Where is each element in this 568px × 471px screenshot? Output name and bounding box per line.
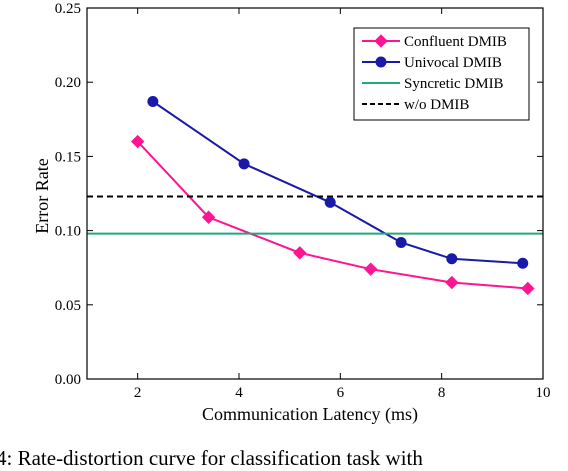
y-tick-label: 0.25 — [55, 1, 81, 17]
confluent-dmib-point — [201, 210, 216, 224]
x-tick-label: 2 — [134, 385, 142, 401]
legend-label-confluent-dmib: Confluent DMIB — [404, 34, 507, 50]
confluent-dmib-point — [130, 134, 145, 149]
y-tick-label: 0.00 — [55, 372, 81, 388]
y-tick-label: 0.15 — [55, 149, 81, 165]
legend-marker-confluent-dmib — [374, 34, 388, 48]
axis-ticks — [87, 7, 544, 380]
y-axis-label: Error Rate — [32, 158, 52, 233]
univocal-dmib-point — [395, 236, 407, 248]
figure-caption: 4: Rate-distortion curve for classificat… — [0, 446, 423, 470]
univocal-dmib-point — [147, 95, 159, 107]
y-tick-label: 0.05 — [55, 298, 81, 314]
confluent-dmib-point — [293, 246, 307, 260]
plot-frame — [86, 7, 544, 380]
univocal-dmib-point — [324, 196, 336, 208]
legend-label-univocal-dmib: Univocal DMIB — [404, 55, 502, 71]
x-tick-label: 6 — [337, 385, 345, 401]
univocal-dmib-line — [152, 100, 523, 265]
univocal-dmib-point — [517, 257, 529, 269]
univocal-dmib-point — [238, 158, 250, 170]
confluent-dmib-point — [364, 262, 378, 276]
line-chart: 2 4 6 8 10 0.00 0.05 0.10 0.15 0.20 0.25 Communica… — [32, 1, 551, 425]
x-tick-label: 4 — [235, 385, 243, 401]
tick-labels: 2 4 6 8 10 0.00 0.05 0.10 0.15 0.20 0.25 — [55, 1, 551, 401]
y-tick-label: 0.10 — [55, 224, 81, 240]
x-tick-label: 8 — [438, 385, 446, 401]
legend: Confluent DMIB Univocal DMIB Syncretic DMI… — [353, 27, 530, 121]
legend-label-syncretic-dmib: Syncretic DMIB — [404, 76, 504, 92]
confluent-dmib-line — [136, 140, 528, 290]
confluent-dmib-point — [521, 281, 535, 296]
x-axis-label: Communication Latency (ms) — [202, 404, 418, 425]
plot-lines — [87, 100, 543, 290]
y-tick-label: 0.20 — [55, 75, 81, 91]
legend-marker-univocal-dmib — [375, 56, 387, 68]
x-tick-label: 10 — [536, 385, 551, 401]
plot-markers — [130, 95, 535, 296]
legend-label-w-o-dmib: w/o DMIB — [404, 97, 469, 113]
univocal-dmib-point — [446, 253, 458, 265]
confluent-dmib-point — [445, 275, 459, 290]
